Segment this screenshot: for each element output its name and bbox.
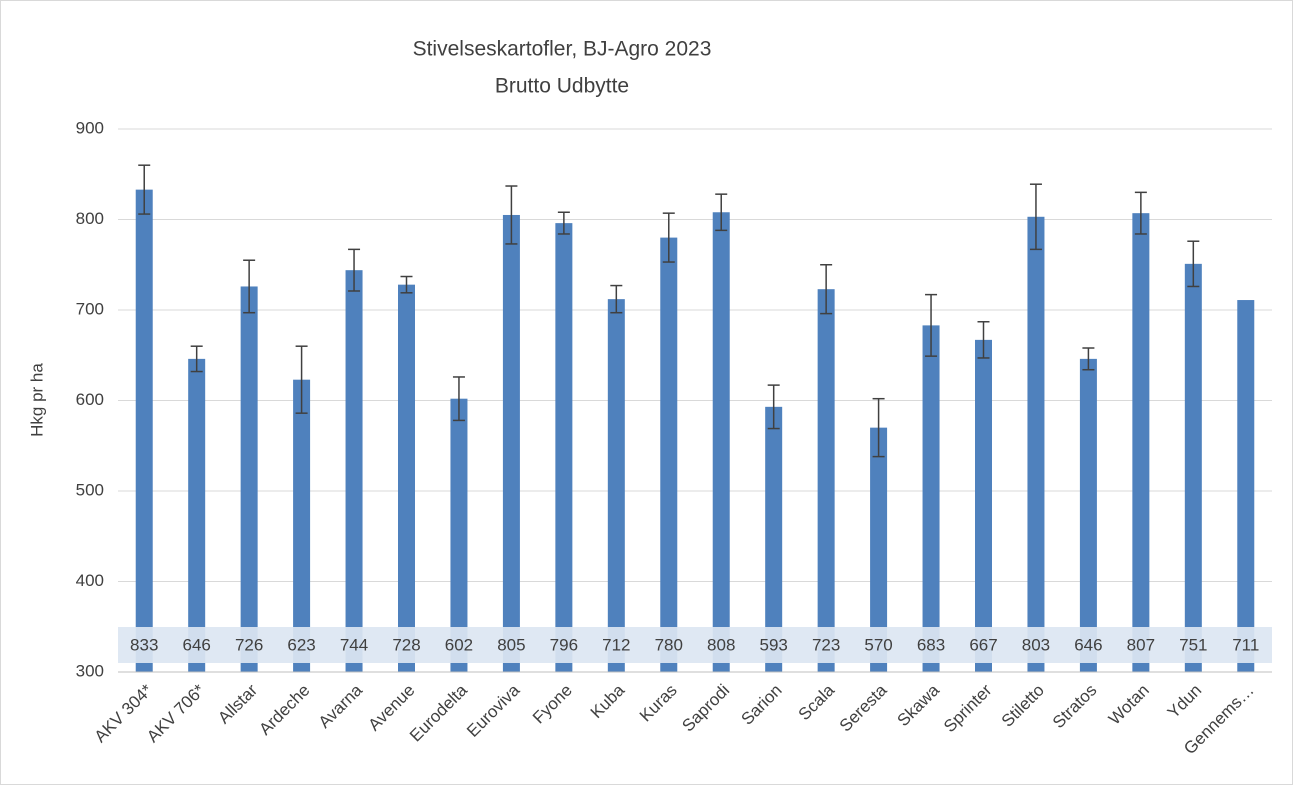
value-label: 808 <box>707 635 735 654</box>
value-label: 807 <box>1127 635 1155 654</box>
bar <box>975 339 992 672</box>
error-bar <box>138 164 151 215</box>
y-tick-label: 700 <box>76 299 104 318</box>
bar <box>607 299 625 672</box>
value-label: 803 <box>1022 635 1050 654</box>
y-tick-label: 600 <box>76 390 104 409</box>
bar <box>188 358 206 672</box>
value-label: 570 <box>864 635 892 654</box>
y-axis-label: Hkg pr ha <box>27 363 46 437</box>
error-bar <box>715 193 728 232</box>
bar <box>1132 213 1150 673</box>
bar <box>1237 300 1255 672</box>
bar <box>293 379 311 672</box>
bar <box>1027 216 1045 672</box>
value-label: 833 <box>130 635 158 654</box>
bar <box>240 286 258 672</box>
error-bar <box>1134 191 1147 235</box>
value-label: 646 <box>182 635 210 654</box>
value-label: 726 <box>235 635 263 654</box>
error-bar <box>190 345 203 373</box>
error-bar <box>452 376 465 422</box>
error-bar <box>820 264 833 315</box>
error-bar <box>1082 347 1095 371</box>
bar <box>135 189 153 672</box>
error-bar <box>400 275 413 294</box>
bar <box>1079 358 1097 672</box>
y-tick-label: 400 <box>76 571 104 590</box>
error-bar <box>977 321 990 359</box>
y-tick-label: 800 <box>76 209 104 228</box>
value-label: 805 <box>497 635 525 654</box>
bar <box>450 398 468 672</box>
bar <box>502 214 520 672</box>
error-bar <box>557 211 570 235</box>
bar <box>922 325 940 672</box>
value-label: 723 <box>812 635 840 654</box>
value-label: 796 <box>550 635 578 654</box>
value-label: 602 <box>445 635 473 654</box>
value-label: 744 <box>340 635 368 654</box>
y-tick-label: 900 <box>76 118 104 137</box>
error-bar <box>505 185 518 245</box>
bar <box>555 223 573 672</box>
bar <box>345 270 363 672</box>
bar <box>1184 263 1202 672</box>
value-label: 646 <box>1074 635 1102 654</box>
error-bar <box>662 212 675 263</box>
value-label: 712 <box>602 635 630 654</box>
value-label: 593 <box>759 635 787 654</box>
bar <box>870 427 888 672</box>
error-bar <box>767 384 780 430</box>
chart-subtitle: Brutto Udbytte <box>495 75 629 98</box>
error-bar <box>1187 240 1200 288</box>
value-label: 711 <box>1232 635 1259 654</box>
bar <box>712 212 730 672</box>
value-label: 751 <box>1179 635 1207 654</box>
value-label: 780 <box>655 635 683 654</box>
bar <box>660 237 678 672</box>
chart-title: Stivelseskartofler, BJ-Agro 2023 <box>413 38 712 61</box>
value-label: 728 <box>392 635 420 654</box>
error-bar <box>243 259 256 314</box>
bar <box>398 284 415 672</box>
value-label: 667 <box>969 635 997 654</box>
error-bar <box>610 284 623 314</box>
y-tick-label: 300 <box>76 661 104 680</box>
data-table-band <box>118 627 1272 663</box>
value-label: 623 <box>287 635 315 654</box>
y-tick-label: 500 <box>76 480 104 499</box>
error-bar <box>925 293 938 357</box>
error-bar <box>1029 183 1042 251</box>
error-bar <box>348 248 361 292</box>
bar <box>817 289 835 672</box>
value-label: 683 <box>917 635 945 654</box>
error-bar <box>295 345 308 414</box>
bar <box>765 406 783 672</box>
error-bar <box>872 397 885 458</box>
